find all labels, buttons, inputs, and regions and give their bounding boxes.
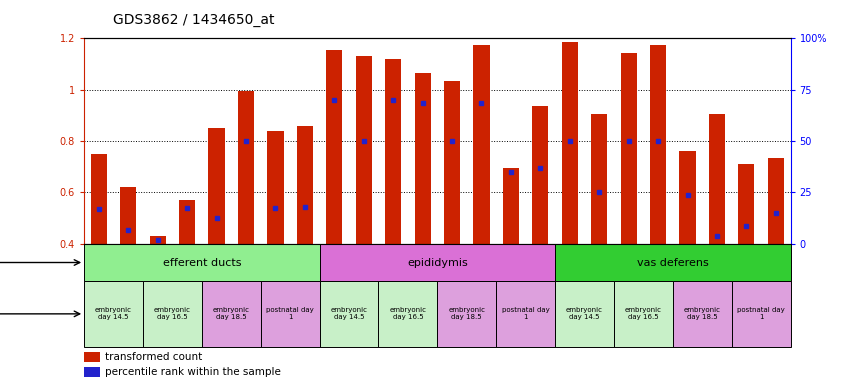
Bar — [621, 53, 637, 244]
Bar — [297, 126, 313, 244]
Text: GDS3862 / 1434650_at: GDS3862 / 1434650_at — [113, 13, 274, 27]
Bar — [267, 131, 283, 244]
Bar — [415, 73, 431, 244]
Text: postnatal day
1: postnatal day 1 — [502, 307, 549, 320]
Text: embryonic
day 18.5: embryonic day 18.5 — [684, 307, 721, 320]
Bar — [179, 200, 195, 244]
Text: transformed count: transformed count — [105, 352, 203, 362]
Bar — [614, 281, 673, 346]
Text: percentile rank within the sample: percentile rank within the sample — [105, 367, 281, 377]
Text: vas deferens: vas deferens — [637, 258, 709, 268]
Bar — [591, 114, 607, 244]
Text: embryonic
day 14.5: embryonic day 14.5 — [331, 307, 368, 320]
Bar — [84, 367, 99, 377]
Bar — [320, 281, 378, 346]
Bar — [84, 281, 143, 346]
Bar — [650, 45, 666, 244]
Bar — [143, 281, 202, 346]
Text: embryonic
day 14.5: embryonic day 14.5 — [95, 307, 132, 320]
Bar — [238, 91, 254, 244]
Bar — [261, 281, 320, 346]
Bar — [673, 281, 732, 346]
Bar — [768, 158, 784, 244]
Bar — [555, 244, 791, 281]
Bar — [562, 42, 578, 244]
Text: postnatal day
1: postnatal day 1 — [738, 307, 785, 320]
Bar — [532, 106, 548, 244]
Text: efferent ducts: efferent ducts — [162, 258, 241, 268]
Text: embryonic
day 18.5: embryonic day 18.5 — [213, 307, 250, 320]
Bar — [555, 281, 614, 346]
Bar — [150, 236, 166, 244]
Bar — [378, 281, 437, 346]
Bar — [738, 164, 754, 244]
Bar — [385, 59, 401, 244]
Text: embryonic
day 16.5: embryonic day 16.5 — [625, 307, 662, 320]
Text: embryonic
day 14.5: embryonic day 14.5 — [566, 307, 603, 320]
Bar — [356, 56, 372, 244]
Bar — [120, 187, 136, 244]
Text: embryonic
day 16.5: embryonic day 16.5 — [389, 307, 426, 320]
Bar — [496, 281, 555, 346]
Bar — [680, 151, 696, 244]
Text: embryonic
day 16.5: embryonic day 16.5 — [154, 307, 191, 320]
Bar — [326, 50, 342, 244]
Text: postnatal day
1: postnatal day 1 — [267, 307, 314, 320]
Bar — [732, 281, 791, 346]
Bar — [473, 45, 489, 244]
Bar — [202, 281, 261, 346]
Bar — [437, 281, 496, 346]
Bar — [209, 128, 225, 244]
Bar — [503, 168, 519, 244]
Bar — [84, 244, 320, 281]
Text: epididymis: epididymis — [407, 258, 468, 268]
Bar — [91, 154, 107, 244]
Bar — [84, 352, 99, 362]
Bar — [320, 244, 555, 281]
Text: embryonic
day 18.5: embryonic day 18.5 — [448, 307, 485, 320]
Bar — [709, 114, 725, 244]
Bar — [444, 81, 460, 244]
